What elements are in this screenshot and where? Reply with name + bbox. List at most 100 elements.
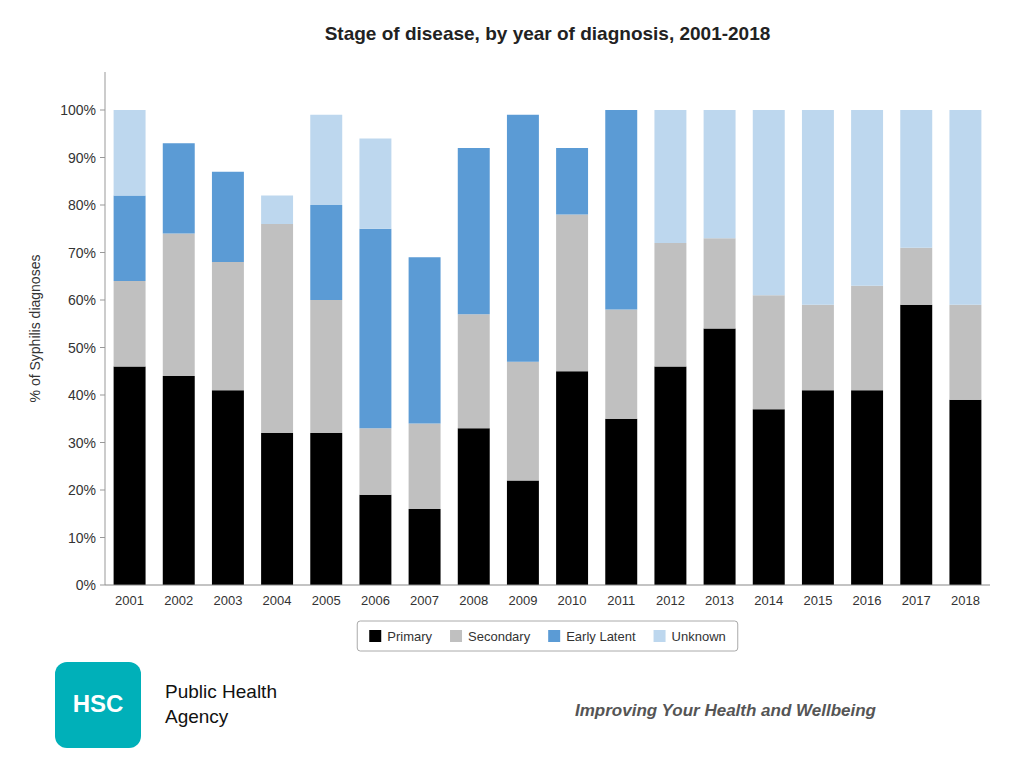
- bar-segment: [458, 428, 490, 585]
- x-tick-label: 2006: [361, 593, 390, 608]
- bar-segment: [409, 257, 441, 423]
- legend-frame: [357, 621, 738, 651]
- x-tick-label: 2010: [558, 593, 587, 608]
- chart: Stage of disease, by year of diagnosis, …: [0, 0, 1024, 768]
- bar-segment: [802, 305, 834, 391]
- y-tick: [100, 395, 105, 396]
- bar-segment: [556, 148, 588, 215]
- x-tick-label: 2013: [705, 593, 734, 608]
- bar-segment: [654, 110, 686, 243]
- bar-segment: [458, 314, 490, 428]
- logo-box: [55, 662, 141, 748]
- bar-segment: [212, 262, 244, 390]
- x-tick-label: 2012: [656, 593, 685, 608]
- bar-segment: [359, 229, 391, 429]
- bar-segment: [163, 143, 195, 144]
- agency-text: Public Health Agency: [165, 681, 277, 727]
- y-tick: [100, 157, 105, 158]
- bar-segment: [704, 329, 736, 586]
- x-tick-label: 2001: [115, 593, 144, 608]
- bar-segment: [409, 509, 441, 585]
- logo-text: HSC: [73, 690, 124, 717]
- bar-segment: [851, 390, 883, 585]
- bar-segment: [359, 495, 391, 585]
- x-tick-label: 2008: [459, 593, 488, 608]
- bar-segment: [654, 367, 686, 586]
- bar-segment: [949, 400, 981, 585]
- bar-segment: [507, 114, 539, 115]
- legend: PrimarySecondaryEarly LatentUnknown: [357, 621, 738, 651]
- y-tick: [100, 252, 105, 253]
- y-tick-label: 100%: [60, 102, 96, 118]
- bar-segment: [114, 281, 146, 367]
- bar-segment: [114, 196, 146, 282]
- bar-segment: [704, 110, 736, 238]
- x-tick-label: 2018: [951, 593, 980, 608]
- bar-segment: [163, 376, 195, 585]
- bar-segment: [851, 110, 883, 286]
- bar-segment: [949, 305, 981, 400]
- legend-label: Unknown: [672, 629, 726, 644]
- x-axis-line: [105, 585, 990, 586]
- legend-swatch: [369, 630, 381, 642]
- bar-segment: [605, 110, 637, 310]
- x-tick-label: 2009: [508, 593, 537, 608]
- y-tick-label: 70%: [68, 245, 96, 261]
- bar-segment: [359, 428, 391, 495]
- bar-segment: [900, 110, 932, 248]
- bar-segment: [605, 419, 637, 585]
- legend-swatch: [450, 630, 462, 642]
- bar-segment: [261, 433, 293, 585]
- bar-segment: [900, 248, 932, 305]
- agency-text-line: Public Health: [165, 681, 277, 702]
- y-tick: [100, 585, 105, 586]
- y-tick: [100, 347, 105, 348]
- bar-segment: [359, 139, 391, 229]
- bar-segment: [409, 424, 441, 510]
- y-tick: [100, 442, 105, 443]
- bar-segment: [310, 300, 342, 433]
- legend-swatch: [548, 630, 560, 642]
- y-tick-label: 90%: [68, 150, 96, 166]
- bar-segment: [507, 362, 539, 481]
- bar-segment: [605, 110, 637, 111]
- y-tick: [100, 537, 105, 538]
- title: Stage of disease, by year of diagnosis, …: [325, 23, 771, 44]
- x-tick-label: 2017: [902, 593, 931, 608]
- y-tick-label: 20%: [68, 482, 96, 498]
- bar-segment: [310, 433, 342, 585]
- legend-label: Early Latent: [566, 629, 636, 644]
- y-tick-label: 30%: [68, 435, 96, 451]
- bar-segment: [114, 367, 146, 586]
- bar-segment: [114, 110, 146, 196]
- agency-text-line: Agency: [165, 706, 229, 727]
- x-tick-label: 2015: [803, 593, 832, 608]
- bars: [114, 110, 982, 585]
- bar-segment: [507, 115, 539, 362]
- y-tick: [100, 490, 105, 491]
- bar-segment: [704, 238, 736, 328]
- bar-segment: [605, 310, 637, 419]
- bar-segment: [753, 409, 785, 585]
- bar-segment: [458, 148, 490, 149]
- bar-segment: [507, 481, 539, 586]
- y-tick: [100, 205, 105, 206]
- y-tick: [100, 110, 105, 111]
- bar-segment: [556, 148, 588, 149]
- x-tick-label: 2002: [164, 593, 193, 608]
- bar-segment: [212, 172, 244, 262]
- bar-segment: [458, 148, 490, 314]
- x-tick-label: 2014: [754, 593, 783, 608]
- bar-segment: [802, 390, 834, 585]
- bar-segment: [753, 110, 785, 295]
- bar-segment: [802, 110, 834, 305]
- bar-segment: [261, 224, 293, 433]
- legend-label: Primary: [387, 629, 432, 644]
- y-tick-label: 0%: [76, 577, 96, 593]
- bar-segment: [556, 371, 588, 585]
- x-tick-label: 2003: [213, 593, 242, 608]
- bar-segment: [654, 243, 686, 367]
- x-tick-label: 2004: [263, 593, 292, 608]
- bar-segment: [163, 143, 195, 233]
- y-axis-line: [105, 72, 106, 585]
